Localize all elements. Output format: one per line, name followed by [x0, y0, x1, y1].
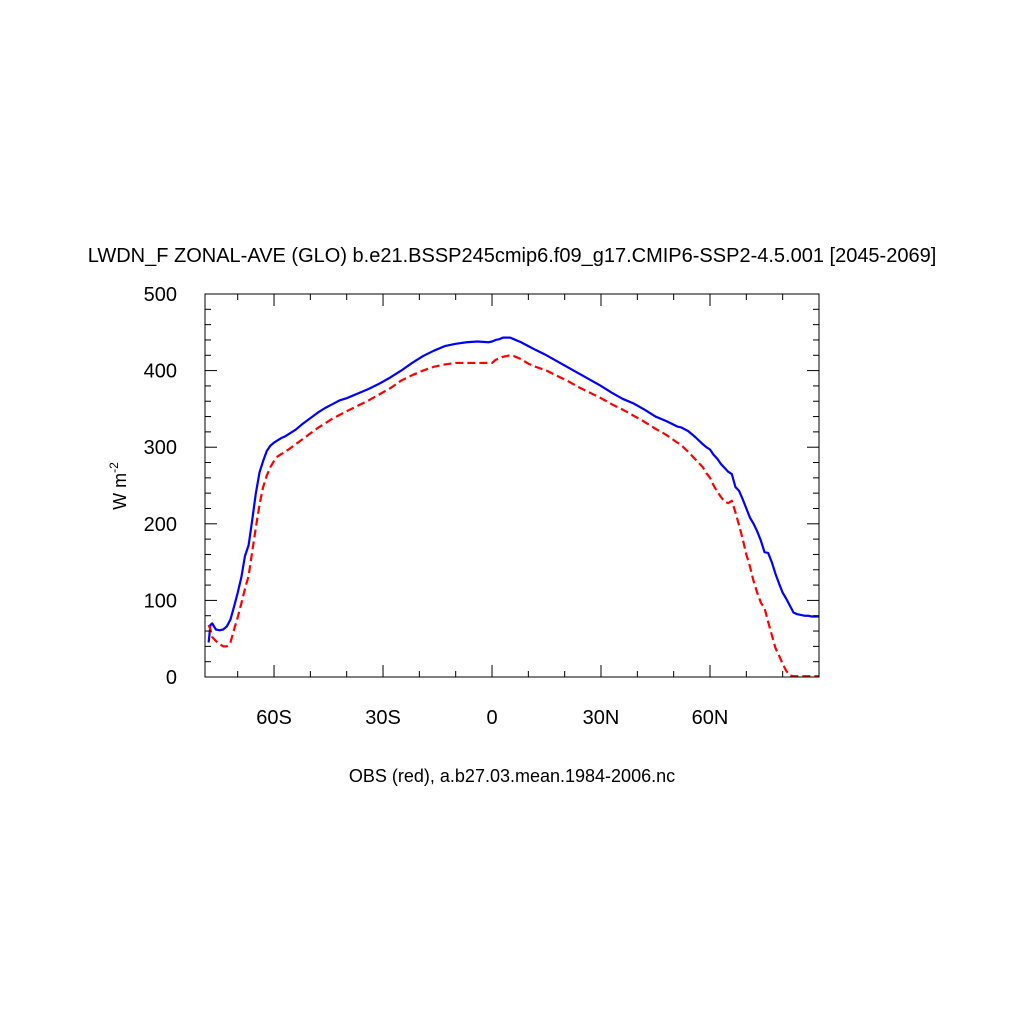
- y-tick-label: 500: [144, 284, 177, 306]
- y-axis-label-units: W m: [110, 473, 130, 510]
- y-tick-label: 300: [144, 437, 177, 459]
- plot-frame: [204, 293, 820, 678]
- x-tick-label: 30N: [583, 707, 620, 729]
- series-line-0: [207, 336, 819, 643]
- axes: 0 100 200 300 400 500 60S 30S 0 30N 60N: [144, 284, 820, 729]
- y-axis-label-exponent: -2: [107, 462, 121, 473]
- y-tick-label: 200: [144, 514, 177, 536]
- y-tick-label: 400: [144, 361, 177, 383]
- plot-area: [207, 336, 819, 678]
- chart-title: LWDN_F ZONAL-AVE (GLO) b.e21.BSSP245cmip…: [88, 245, 937, 267]
- y-tick-label: 0: [166, 667, 177, 689]
- y-axis-label: W m-2: [107, 462, 130, 510]
- series-line-1: [207, 354, 819, 678]
- y-tick-label: 100: [144, 590, 177, 612]
- x-tick-label: 60N: [692, 707, 729, 729]
- x-tick-label: 30S: [365, 707, 401, 729]
- x-axis-caption: OBS (red), a.b27.03.mean.1984-2006.nc: [349, 766, 675, 786]
- x-tick-label: 0: [486, 707, 497, 729]
- x-tick-label: 60S: [256, 707, 292, 729]
